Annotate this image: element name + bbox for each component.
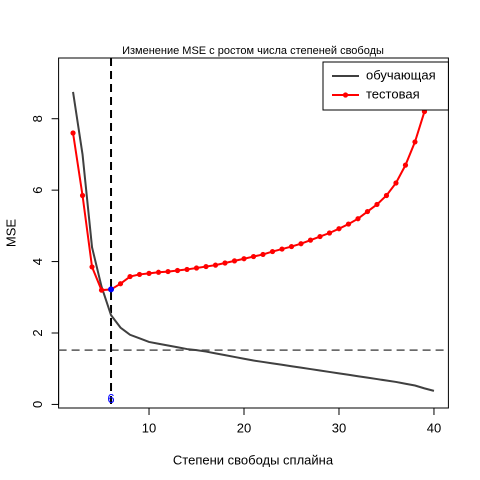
point	[79, 192, 86, 199]
point	[288, 243, 295, 250]
x-tick-label: 10	[142, 420, 156, 435]
point	[355, 216, 361, 222]
y-tick-label: 4	[30, 258, 45, 265]
point	[326, 230, 333, 236]
point	[250, 253, 257, 260]
point	[212, 262, 219, 268]
x-tick-label: 40	[427, 420, 441, 435]
point	[307, 237, 314, 243]
chart-title: Изменение MSE с ростом числа степеней св…	[122, 45, 384, 57]
point	[155, 269, 162, 275]
legend-label: тестовая	[366, 86, 420, 101]
point	[165, 268, 171, 275]
point	[222, 260, 228, 266]
point	[412, 139, 418, 145]
highlight-label: 6	[107, 391, 114, 406]
x-tick-label: 20	[237, 420, 251, 435]
point	[279, 246, 285, 252]
point	[383, 192, 390, 199]
point	[364, 208, 371, 215]
legend-label: обучающая	[366, 67, 436, 82]
y-tick-label: 8	[30, 115, 45, 122]
highlight-point	[108, 286, 115, 293]
point	[70, 130, 76, 136]
y-tick-label: 6	[30, 187, 45, 194]
y-axis-label: MSE	[3, 219, 18, 248]
point	[98, 287, 105, 293]
point	[174, 267, 181, 274]
series-line	[72, 91, 435, 392]
y-tick-label: 2	[30, 329, 45, 336]
point	[345, 221, 352, 227]
point	[146, 270, 152, 276]
point	[393, 180, 399, 186]
point	[193, 265, 200, 271]
point	[117, 281, 124, 287]
point	[231, 258, 238, 264]
y-tick-label: 0	[30, 401, 45, 408]
point	[269, 248, 276, 255]
point	[317, 233, 323, 240]
point	[374, 201, 380, 208]
point	[184, 266, 190, 273]
point	[336, 226, 342, 232]
x-tick-label: 30	[332, 420, 346, 435]
legend-box	[322, 61, 449, 111]
point	[89, 264, 95, 270]
point	[298, 241, 304, 247]
point	[127, 273, 133, 280]
point	[260, 251, 266, 258]
point	[241, 256, 247, 262]
legend-marker	[342, 92, 349, 98]
point	[402, 162, 409, 168]
x-axis-label: Степени свободы сплайна	[173, 452, 334, 467]
point	[136, 271, 143, 278]
plot-box	[58, 57, 449, 409]
point	[203, 263, 209, 270]
